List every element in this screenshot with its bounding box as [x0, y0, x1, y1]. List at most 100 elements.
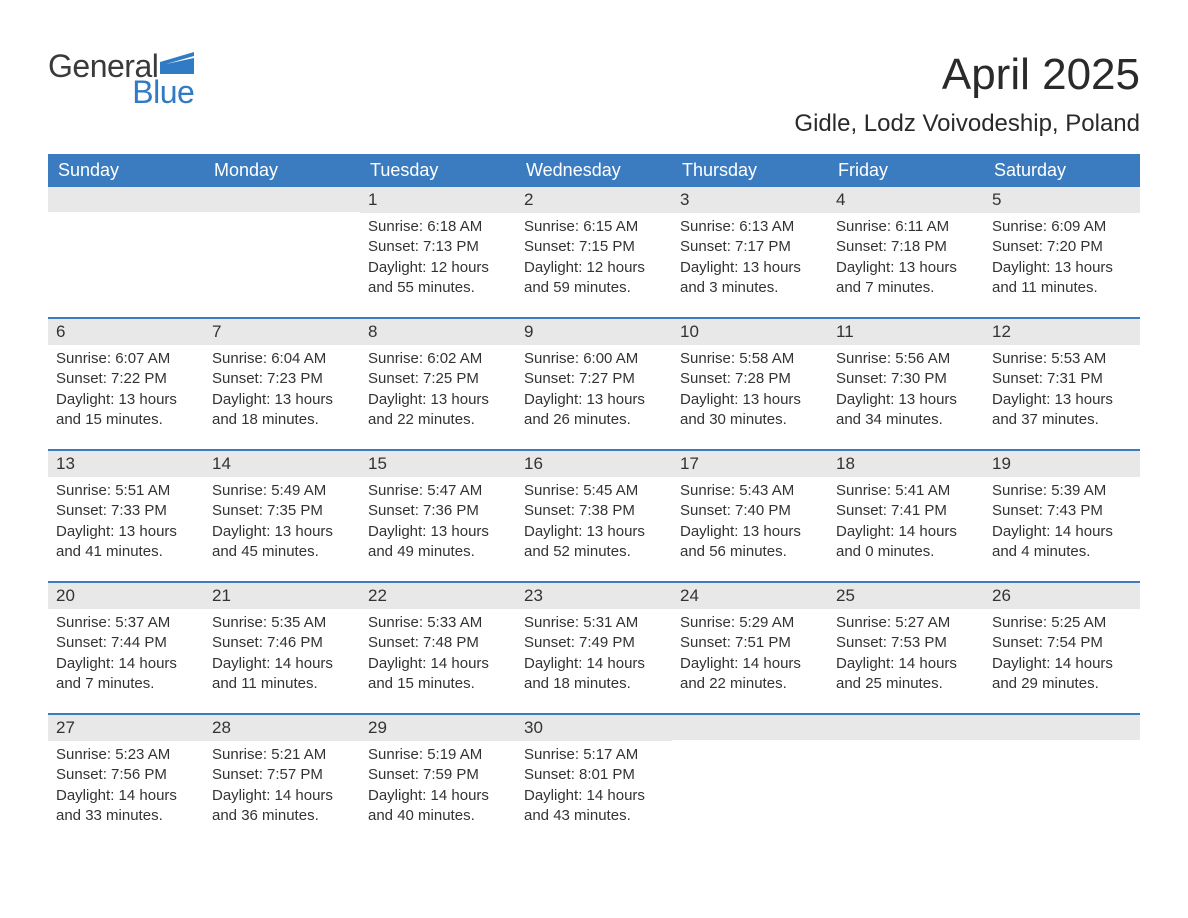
- sunset-line: Sunset: 7:33 PM: [56, 501, 196, 521]
- day-number: 23: [516, 583, 672, 609]
- day-body: Sunrise: 6:07 AMSunset: 7:22 PMDaylight:…: [48, 345, 204, 434]
- calendar: SundayMondayTuesdayWednesdayThursdayFrid…: [48, 154, 1140, 833]
- sunrise-line: Sunrise: 5:53 AM: [992, 349, 1132, 369]
- sunset-line: Sunset: 7:27 PM: [524, 369, 664, 389]
- daylight-line: Daylight: 13 hours and 30 minutes.: [680, 390, 820, 431]
- day-cell: 15Sunrise: 5:47 AMSunset: 7:36 PMDayligh…: [360, 451, 516, 569]
- day-number: 1: [360, 187, 516, 213]
- day-number: 27: [48, 715, 204, 741]
- daylight-line: Daylight: 13 hours and 3 minutes.: [680, 258, 820, 299]
- week-row: 20Sunrise: 5:37 AMSunset: 7:44 PMDayligh…: [48, 581, 1140, 701]
- day-cell: 7Sunrise: 6:04 AMSunset: 7:23 PMDaylight…: [204, 319, 360, 437]
- day-body: Sunrise: 5:56 AMSunset: 7:30 PMDaylight:…: [828, 345, 984, 434]
- day-number: 3: [672, 187, 828, 213]
- day-body: Sunrise: 5:49 AMSunset: 7:35 PMDaylight:…: [204, 477, 360, 566]
- day-number: 30: [516, 715, 672, 741]
- day-cell: 27Sunrise: 5:23 AMSunset: 7:56 PMDayligh…: [48, 715, 204, 833]
- sunset-line: Sunset: 7:41 PM: [836, 501, 976, 521]
- daylight-line: Daylight: 14 hours and 18 minutes.: [524, 654, 664, 695]
- day-body: Sunrise: 5:31 AMSunset: 7:49 PMDaylight:…: [516, 609, 672, 698]
- day-header-friday: Friday: [828, 154, 984, 187]
- sunrise-line: Sunrise: 6:11 AM: [836, 217, 976, 237]
- day-number: 28: [204, 715, 360, 741]
- day-cell: 14Sunrise: 5:49 AMSunset: 7:35 PMDayligh…: [204, 451, 360, 569]
- sunset-line: Sunset: 7:23 PM: [212, 369, 352, 389]
- day-cell: 23Sunrise: 5:31 AMSunset: 7:49 PMDayligh…: [516, 583, 672, 701]
- daylight-line: Daylight: 13 hours and 22 minutes.: [368, 390, 508, 431]
- week-row: 6Sunrise: 6:07 AMSunset: 7:22 PMDaylight…: [48, 317, 1140, 437]
- daylight-line: Daylight: 13 hours and 11 minutes.: [992, 258, 1132, 299]
- sunset-line: Sunset: 7:54 PM: [992, 633, 1132, 653]
- sunset-line: Sunset: 7:46 PM: [212, 633, 352, 653]
- day-number: 17: [672, 451, 828, 477]
- sunset-line: Sunset: 7:59 PM: [368, 765, 508, 785]
- sunrise-line: Sunrise: 5:29 AM: [680, 613, 820, 633]
- day-number: [984, 715, 1140, 740]
- sunrise-line: Sunrise: 5:58 AM: [680, 349, 820, 369]
- day-number: 13: [48, 451, 204, 477]
- sunset-line: Sunset: 7:22 PM: [56, 369, 196, 389]
- day-cell: 16Sunrise: 5:45 AMSunset: 7:38 PMDayligh…: [516, 451, 672, 569]
- day-number: 26: [984, 583, 1140, 609]
- daylight-line: Daylight: 13 hours and 41 minutes.: [56, 522, 196, 563]
- daylight-line: Daylight: 14 hours and 36 minutes.: [212, 786, 352, 827]
- day-body: Sunrise: 5:29 AMSunset: 7:51 PMDaylight:…: [672, 609, 828, 698]
- day-body: Sunrise: 5:58 AMSunset: 7:28 PMDaylight:…: [672, 345, 828, 434]
- sunrise-line: Sunrise: 5:43 AM: [680, 481, 820, 501]
- day-number: 4: [828, 187, 984, 213]
- day-body: Sunrise: 6:13 AMSunset: 7:17 PMDaylight:…: [672, 213, 828, 302]
- header: General Blue April 2025 Gidle, Lodz Voiv…: [48, 50, 1140, 138]
- daylight-line: Daylight: 13 hours and 26 minutes.: [524, 390, 664, 431]
- day-cell: 6Sunrise: 6:07 AMSunset: 7:22 PMDaylight…: [48, 319, 204, 437]
- day-body: Sunrise: 5:23 AMSunset: 7:56 PMDaylight:…: [48, 741, 204, 830]
- day-body: Sunrise: 5:21 AMSunset: 7:57 PMDaylight:…: [204, 741, 360, 830]
- day-cell: 17Sunrise: 5:43 AMSunset: 7:40 PMDayligh…: [672, 451, 828, 569]
- daylight-line: Daylight: 13 hours and 15 minutes.: [56, 390, 196, 431]
- day-number: 8: [360, 319, 516, 345]
- sunset-line: Sunset: 7:38 PM: [524, 501, 664, 521]
- day-number: [48, 187, 204, 212]
- week-row: 13Sunrise: 5:51 AMSunset: 7:33 PMDayligh…: [48, 449, 1140, 569]
- daylight-line: Daylight: 14 hours and 43 minutes.: [524, 786, 664, 827]
- sunrise-line: Sunrise: 5:49 AM: [212, 481, 352, 501]
- sunset-line: Sunset: 7:40 PM: [680, 501, 820, 521]
- day-number: 18: [828, 451, 984, 477]
- day-cell: 13Sunrise: 5:51 AMSunset: 7:33 PMDayligh…: [48, 451, 204, 569]
- day-body: Sunrise: 5:51 AMSunset: 7:33 PMDaylight:…: [48, 477, 204, 566]
- daylight-line: Daylight: 13 hours and 45 minutes.: [212, 522, 352, 563]
- daylight-line: Daylight: 14 hours and 40 minutes.: [368, 786, 508, 827]
- day-header-tuesday: Tuesday: [360, 154, 516, 187]
- daylight-line: Daylight: 14 hours and 0 minutes.: [836, 522, 976, 563]
- day-number: 2: [516, 187, 672, 213]
- daylight-line: Daylight: 14 hours and 7 minutes.: [56, 654, 196, 695]
- week-row: 27Sunrise: 5:23 AMSunset: 7:56 PMDayligh…: [48, 713, 1140, 833]
- day-body: Sunrise: 6:02 AMSunset: 7:25 PMDaylight:…: [360, 345, 516, 434]
- day-header-row: SundayMondayTuesdayWednesdayThursdayFrid…: [48, 154, 1140, 187]
- day-body: Sunrise: 5:25 AMSunset: 7:54 PMDaylight:…: [984, 609, 1140, 698]
- day-cell: 20Sunrise: 5:37 AMSunset: 7:44 PMDayligh…: [48, 583, 204, 701]
- day-cell: 25Sunrise: 5:27 AMSunset: 7:53 PMDayligh…: [828, 583, 984, 701]
- day-body: Sunrise: 5:33 AMSunset: 7:48 PMDaylight:…: [360, 609, 516, 698]
- empty-cell: [204, 187, 360, 305]
- day-body: Sunrise: 6:15 AMSunset: 7:15 PMDaylight:…: [516, 213, 672, 302]
- daylight-line: Daylight: 14 hours and 11 minutes.: [212, 654, 352, 695]
- sunset-line: Sunset: 7:51 PM: [680, 633, 820, 653]
- daylight-line: Daylight: 13 hours and 49 minutes.: [368, 522, 508, 563]
- sunrise-line: Sunrise: 6:02 AM: [368, 349, 508, 369]
- sunset-line: Sunset: 7:35 PM: [212, 501, 352, 521]
- sunrise-line: Sunrise: 5:17 AM: [524, 745, 664, 765]
- sunrise-line: Sunrise: 6:07 AM: [56, 349, 196, 369]
- day-number: 11: [828, 319, 984, 345]
- day-number: 12: [984, 319, 1140, 345]
- day-body: Sunrise: 5:39 AMSunset: 7:43 PMDaylight:…: [984, 477, 1140, 566]
- sunrise-line: Sunrise: 5:19 AM: [368, 745, 508, 765]
- day-cell: 26Sunrise: 5:25 AMSunset: 7:54 PMDayligh…: [984, 583, 1140, 701]
- day-cell: 19Sunrise: 5:39 AMSunset: 7:43 PMDayligh…: [984, 451, 1140, 569]
- daylight-line: Daylight: 14 hours and 4 minutes.: [992, 522, 1132, 563]
- sunrise-line: Sunrise: 5:27 AM: [836, 613, 976, 633]
- day-body: Sunrise: 6:04 AMSunset: 7:23 PMDaylight:…: [204, 345, 360, 434]
- daylight-line: Daylight: 12 hours and 59 minutes.: [524, 258, 664, 299]
- daylight-line: Daylight: 14 hours and 33 minutes.: [56, 786, 196, 827]
- day-number: 21: [204, 583, 360, 609]
- day-body: Sunrise: 5:37 AMSunset: 7:44 PMDaylight:…: [48, 609, 204, 698]
